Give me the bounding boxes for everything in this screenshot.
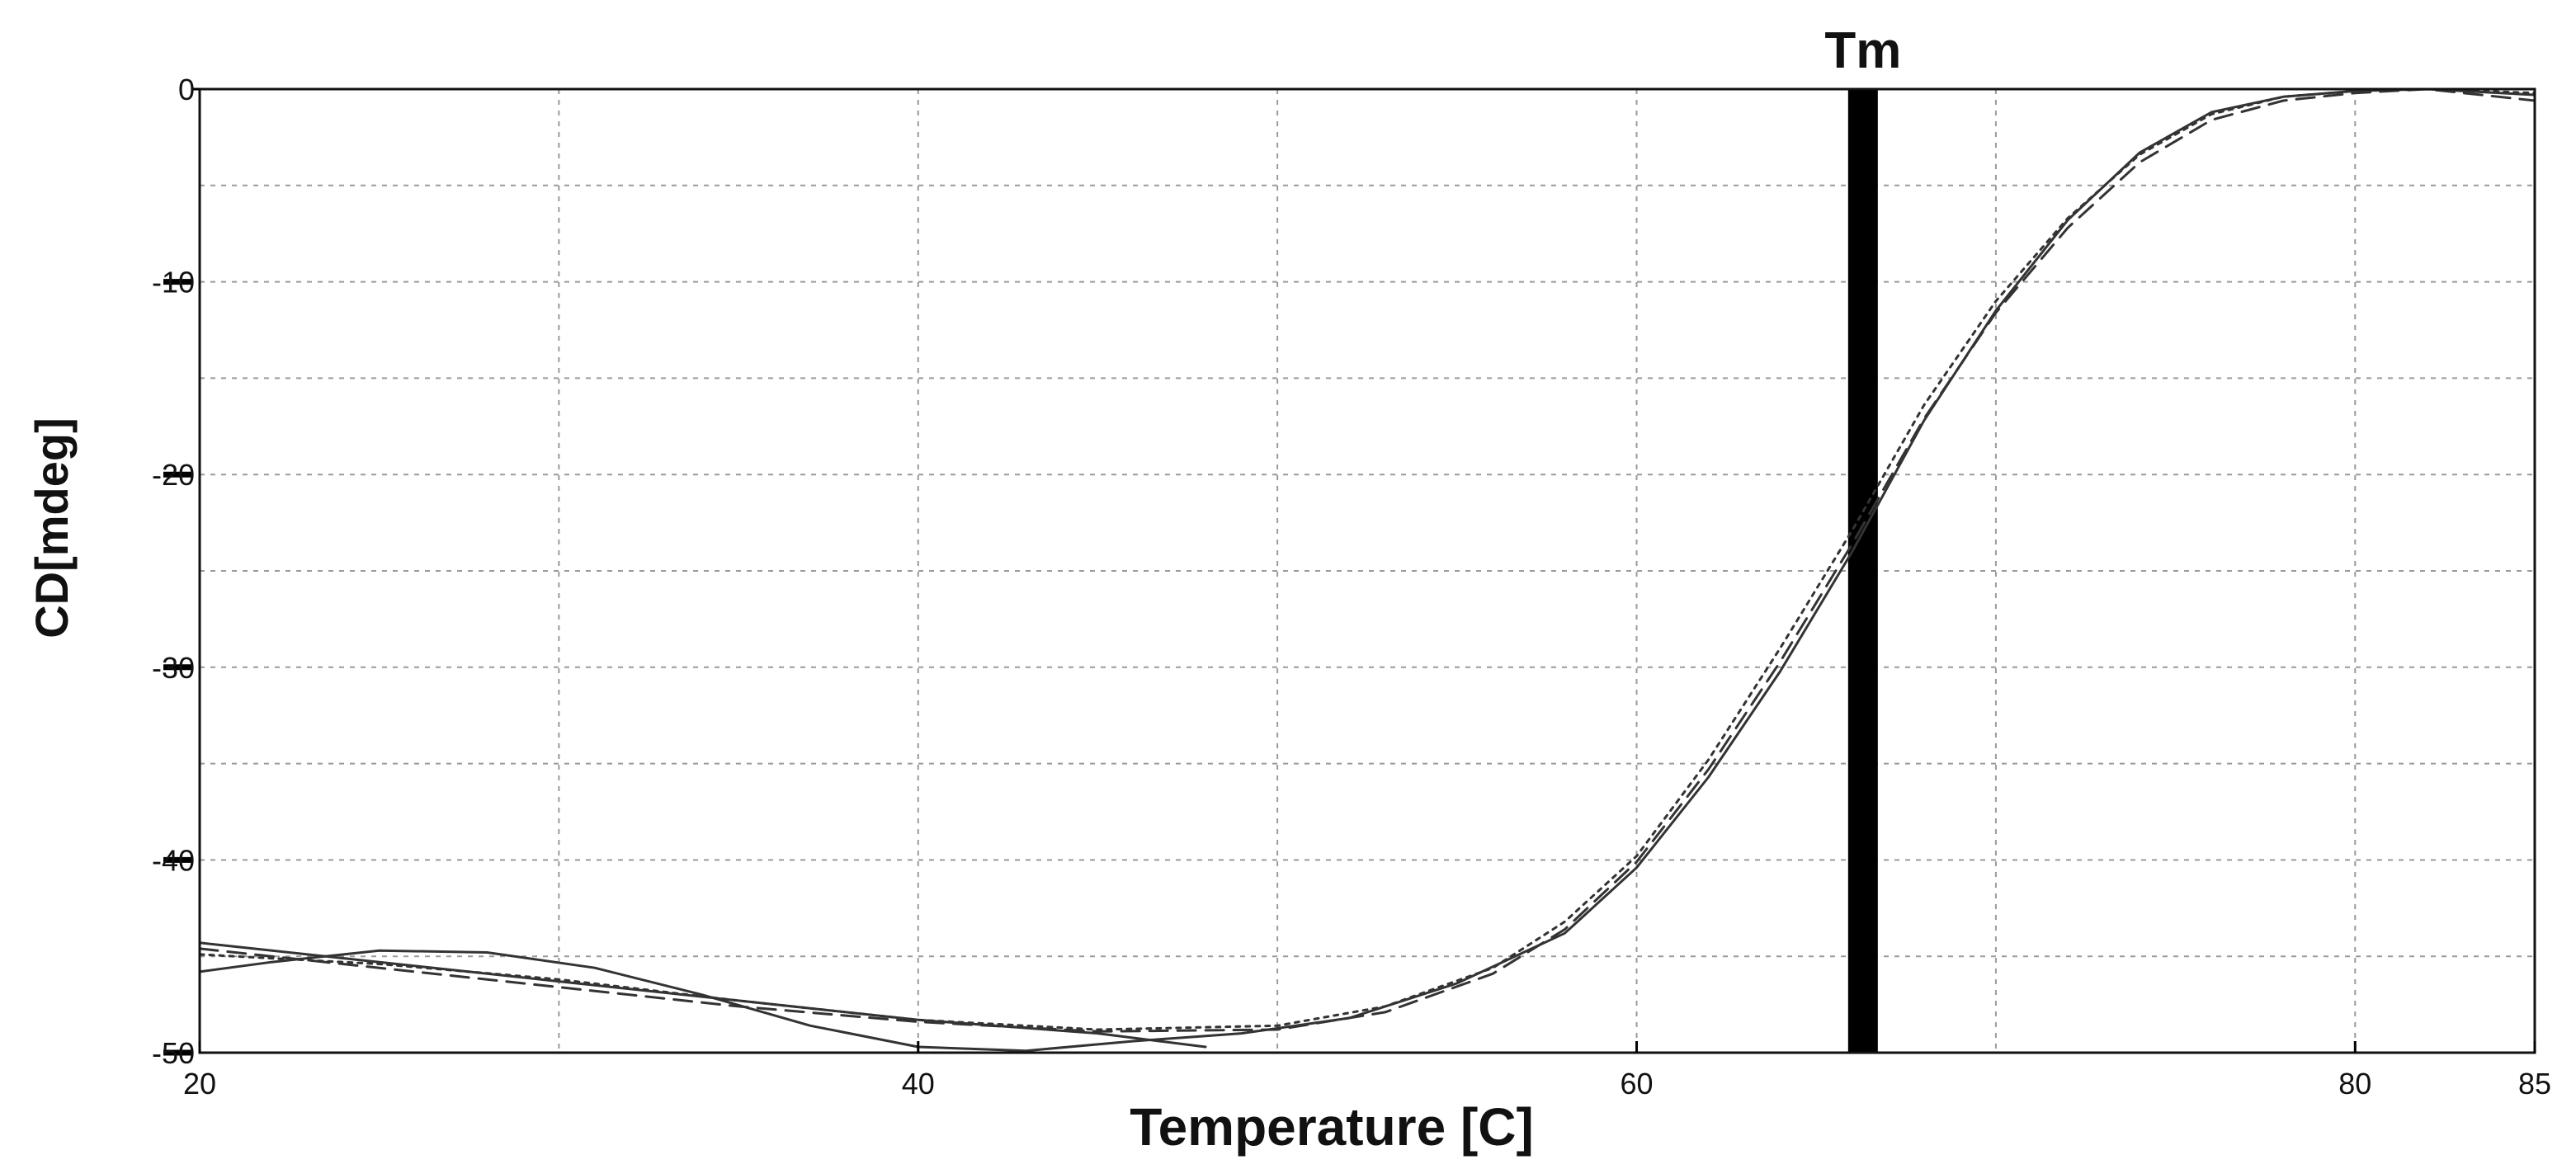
- x-tick-label: 60: [1621, 1067, 1654, 1101]
- series-line-dashed: [198, 87, 2536, 1033]
- y-tick-label: -30: [152, 651, 195, 685]
- y-axis-title: CD[mdeg]: [26, 417, 78, 639]
- tm-band-group: [1847, 89, 1878, 1053]
- y-tick-label: -20: [152, 458, 195, 492]
- tick-marks: [163, 87, 2536, 1056]
- y-tick-label: -50: [152, 1036, 195, 1070]
- y-tick-label: -40: [152, 843, 195, 877]
- series-lines: [198, 87, 2536, 1053]
- y-tick-labels: 0 -10 -20 -30 -40 -50: [152, 73, 195, 1070]
- x-tick-label: 85: [2518, 1067, 2551, 1101]
- x-tick-labels: 20 40 60 80 85: [183, 1067, 2551, 1101]
- x-axis-title: Temperature [C]: [1130, 1097, 1534, 1157]
- x-tick-label: 20: [183, 1067, 216, 1101]
- y-tick-label: -10: [152, 266, 195, 299]
- x-tick-label: 40: [902, 1067, 935, 1101]
- y-tick-label: 0: [178, 73, 195, 106]
- series-line-thin: [198, 941, 1207, 1049]
- series-line-solid: [198, 87, 2536, 1053]
- plot-frame: [198, 87, 2536, 1054]
- series-line-dotted: [198, 87, 2536, 1031]
- x-tick-label: 80: [2338, 1067, 2371, 1101]
- tm-band: [1847, 89, 1878, 1053]
- grid-lines: [200, 89, 2535, 1053]
- tm-annotation-label: Tm: [1824, 22, 1901, 79]
